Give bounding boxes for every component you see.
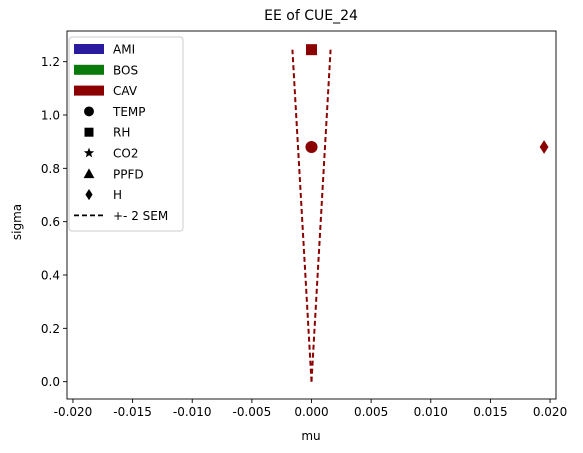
x-tick-label: -0.005 bbox=[233, 405, 272, 419]
x-tick-label: 0.005 bbox=[354, 405, 388, 419]
y-axis-label: sigma bbox=[10, 204, 24, 240]
x-tick-label: -0.015 bbox=[113, 405, 152, 419]
x-tick-label: -0.010 bbox=[173, 405, 212, 419]
legend-label-ppfd: PPFD bbox=[113, 167, 144, 181]
legend-swatch-ami bbox=[74, 44, 104, 54]
legend-label-sem: +- 2 SEM bbox=[113, 209, 168, 223]
x-tick-label: -0.020 bbox=[54, 405, 93, 419]
legend-label-co2: CO2 bbox=[113, 147, 138, 161]
data-point-cav-temp bbox=[305, 141, 317, 153]
legend-marker-rh bbox=[85, 128, 94, 137]
x-axis: -0.020 -0.015 -0.010 -0.005 0.000 0.005 0.010 0… bbox=[54, 399, 568, 419]
legend: AMI BOS CAV TEMP RH CO2 PPFD H +- 2 SEM bbox=[69, 37, 183, 231]
x-axis-label: mu bbox=[301, 429, 320, 443]
y-tick-label: 0.4 bbox=[41, 269, 60, 283]
y-tick-label: 0.2 bbox=[41, 322, 60, 336]
legend-label-h: H bbox=[113, 188, 122, 202]
chart-title: EE of CUE_24 bbox=[264, 8, 358, 24]
legend-swatch-cav bbox=[74, 86, 104, 96]
x-tick-label: 0.020 bbox=[533, 405, 567, 419]
legend-label-temp: TEMP bbox=[112, 105, 146, 119]
legend-label-cav: CAV bbox=[113, 84, 138, 98]
y-tick-label: 0.8 bbox=[41, 162, 60, 176]
sem-line-cav-0 bbox=[292, 50, 311, 382]
y-tick-label: 0.6 bbox=[41, 215, 60, 229]
data-point-cav-h bbox=[540, 140, 549, 154]
y-axis: 0.0 0.2 0.4 0.6 0.8 1.0 1.2 bbox=[41, 55, 67, 389]
sem-line-cav-1 bbox=[312, 50, 331, 382]
legend-swatch-bos bbox=[74, 65, 104, 75]
legend-label-ami: AMI bbox=[113, 43, 135, 57]
legend-label-bos: BOS bbox=[113, 63, 138, 77]
data-point-cav-rh bbox=[306, 44, 317, 55]
legend-label-rh: RH bbox=[113, 126, 130, 140]
x-tick-label: 0.015 bbox=[473, 405, 507, 419]
x-tick-label: 0.010 bbox=[414, 405, 448, 419]
y-tick-label: 1.2 bbox=[41, 55, 60, 69]
x-tick-label: 0.000 bbox=[294, 405, 328, 419]
y-tick-label: 0.0 bbox=[41, 375, 60, 389]
legend-marker-temp bbox=[84, 106, 94, 116]
y-tick-label: 1.0 bbox=[41, 109, 60, 123]
